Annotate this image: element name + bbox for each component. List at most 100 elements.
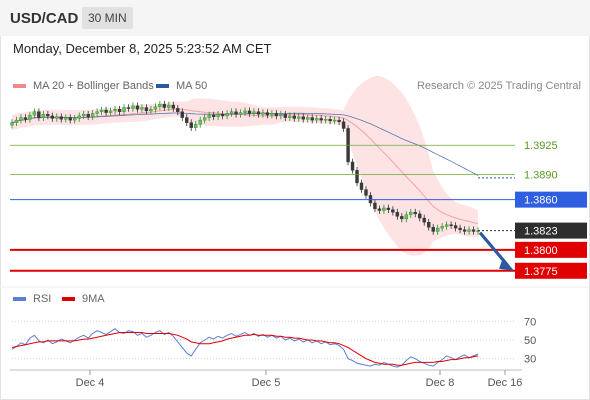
candle-body — [462, 229, 467, 232]
candle-body — [104, 109, 108, 113]
candle-body — [409, 211, 413, 215]
candle-body — [176, 108, 180, 112]
candle-body — [167, 104, 171, 108]
rsi-9ma-line — [11, 332, 479, 366]
rsi-label: RSI — [33, 293, 52, 305]
candle-body — [332, 119, 337, 122]
candle-body — [189, 122, 193, 128]
candle-body — [28, 114, 32, 120]
copyright-text: Research © 2025 Trading Central — [416, 80, 581, 92]
candle-body — [382, 207, 386, 211]
candle-body — [113, 109, 117, 112]
candle-body — [158, 104, 162, 107]
candle-body — [50, 115, 55, 119]
level-label: 1.3800 — [524, 245, 558, 257]
candle-body — [270, 113, 274, 116]
candle-body — [68, 117, 72, 121]
candle-body — [364, 189, 368, 196]
candle-body — [377, 208, 382, 211]
candle-body — [341, 121, 346, 129]
candle-body — [444, 224, 449, 227]
candle-body — [404, 214, 409, 220]
candle-body — [471, 229, 476, 232]
candle-body — [283, 114, 288, 118]
candle-body — [467, 229, 471, 232]
level-label: 1.3775 — [524, 266, 558, 278]
candle-body — [99, 109, 104, 112]
candle-body — [126, 107, 131, 109]
candle-body — [306, 117, 310, 120]
candle-body — [180, 111, 184, 118]
candle-body — [440, 226, 444, 229]
candle-body — [297, 116, 301, 119]
candle-body — [211, 114, 216, 117]
candle-body — [314, 118, 319, 121]
rsi-tick-label: 50 — [524, 335, 536, 347]
candle-body — [391, 209, 395, 213]
legend-9ma: 9MA — [62, 293, 105, 305]
candle-body — [149, 109, 153, 112]
current-price-tag — [515, 222, 587, 239]
candle-body — [261, 112, 265, 115]
legend-ma50: MA 50 — [156, 80, 207, 92]
legend-ma20: MA 20 + Bollinger Bands — [13, 80, 154, 92]
candle-body — [23, 117, 28, 120]
candle-body — [386, 207, 391, 210]
ma9-label: 9MA — [82, 293, 105, 305]
candle-body — [194, 124, 198, 128]
candle-body — [55, 116, 59, 119]
bollinger-band — [12, 76, 478, 256]
candle-body — [323, 119, 328, 121]
x-tick-label: Dec 16 — [488, 377, 523, 389]
candle-body — [279, 114, 283, 117]
candle-body — [131, 105, 135, 109]
candle-body — [135, 105, 140, 110]
candle-body — [37, 111, 41, 118]
ma9-swatch — [62, 297, 75, 301]
timeframe-selector[interactable]: 30 MIN — [82, 7, 133, 29]
candle-body — [202, 117, 207, 121]
candle-body — [453, 225, 458, 229]
legend-rsi: RSI — [13, 293, 51, 305]
candle-body — [41, 114, 46, 118]
current-price-label: 1.3823 — [524, 226, 558, 238]
candle-body — [422, 217, 426, 223]
rsi-line — [11, 328, 479, 368]
datetime-label: Monday, December 8, 2025 5:23:52 AM CET — [13, 41, 272, 56]
candle-body — [95, 111, 99, 114]
candle-body — [225, 113, 229, 117]
candle-body — [81, 114, 86, 117]
candle-body — [198, 119, 202, 125]
candle-body — [373, 202, 377, 210]
candle-body — [310, 117, 314, 121]
candle-body — [229, 111, 234, 114]
candle-body — [359, 182, 364, 190]
candle-body — [90, 113, 95, 117]
candle-body — [216, 114, 220, 117]
candle-body — [14, 119, 19, 123]
rsi-tick-label: 30 — [524, 354, 536, 366]
ma20-swatch — [13, 84, 26, 88]
candle-body — [319, 118, 323, 121]
rsi-swatch — [13, 297, 26, 301]
x-tick-label: Dec 5 — [252, 377, 281, 389]
candle-body — [122, 107, 126, 112]
candle-body — [220, 114, 225, 117]
candle-body — [247, 110, 252, 114]
candle-body — [207, 114, 211, 118]
level-tag — [515, 241, 587, 258]
candle-body — [355, 170, 359, 184]
candle-body — [73, 118, 77, 121]
candle-body — [64, 117, 68, 120]
candle-body — [238, 112, 243, 115]
candle-body — [19, 117, 23, 121]
candle-body — [32, 111, 37, 116]
candle-body — [140, 107, 144, 110]
candle-body — [427, 222, 431, 228]
candle-body — [328, 119, 332, 122]
symbol-title: USD/CAD — [10, 10, 79, 27]
candle-body — [274, 113, 279, 117]
level-tag — [515, 262, 587, 279]
candle-body — [77, 115, 81, 119]
